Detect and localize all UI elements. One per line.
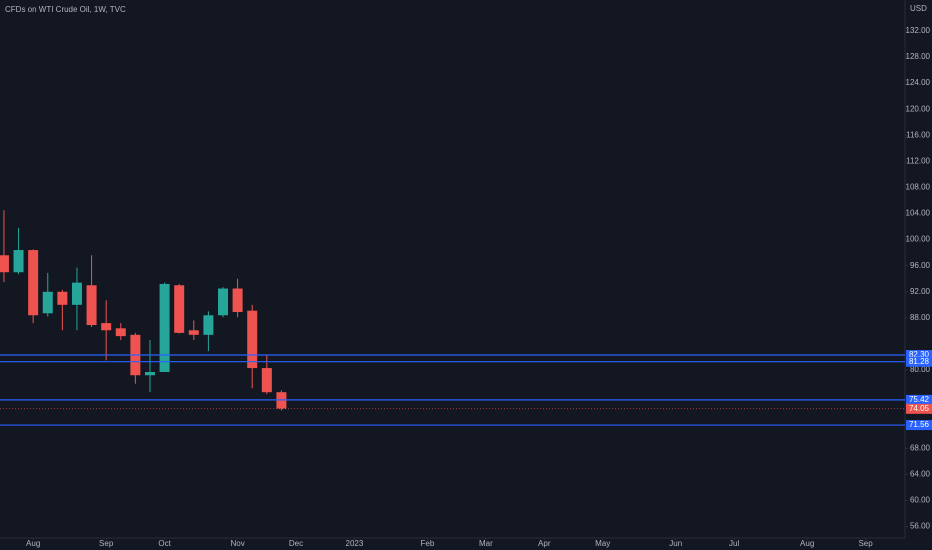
candle-body [188,330,199,335]
candle-body [13,250,24,273]
x-tick-label: Apr [538,539,551,548]
level-label-bg [906,356,932,367]
x-tick-label: Mar [479,539,493,548]
candle-body [0,255,9,273]
x-tick-label: Sep [858,539,873,548]
x-tick-label: May [595,539,610,548]
candle-body [174,285,185,333]
x-tick-label: Jul [729,539,739,548]
level-label: 71.56 [909,420,930,429]
candle-body [71,282,82,305]
y-tick-label: 96.00 [910,261,931,270]
level-label: 75.42 [909,395,930,404]
level-label-bg [906,420,932,431]
y-tick-label: 116.00 [906,130,930,139]
candle-body [247,310,258,369]
y-tick-label: 104.00 [906,209,931,218]
y-tick-label: 128.00 [906,52,931,61]
x-tick-label: Dec [289,539,303,548]
candle-body [144,371,155,376]
x-tick-label: Nov [230,539,244,548]
x-tick-label: Sep [99,539,114,548]
candle-body [261,368,272,393]
candle-body [86,285,97,326]
y-tick-label: 68.00 [910,443,931,452]
candle-body [159,283,170,372]
level-label: 81.28 [909,357,930,366]
candle-body [203,315,214,335]
level-label: 82.30 [909,350,930,359]
x-tick-label: Aug [26,539,40,548]
y-tick-label: 60.00 [910,496,931,505]
y-tick-label: 64.00 [910,469,931,478]
y-tick-label: 100.00 [906,235,931,244]
currency-label: USD [910,4,927,13]
candle-body [42,291,53,314]
y-tick-label: 108.00 [906,183,931,192]
candle-body [57,291,68,305]
y-tick-label: 56.00 [910,522,931,531]
level-label-bg [906,350,932,361]
x-tick-label: Feb [421,539,435,548]
level-label-bg [906,394,932,405]
y-tick-label: 120.00 [906,104,931,113]
last-price-label: 74.05 [909,404,930,413]
candle-body [101,323,112,331]
y-tick-label: 124.00 [906,78,931,87]
y-tick-label: 92.00 [910,287,931,296]
candle-body [115,328,126,337]
candle-body [232,288,243,313]
candle-body [28,250,39,316]
last-price-bg [906,403,932,414]
y-tick-label: 132.00 [906,26,931,35]
y-tick-label: 112.00 [906,156,930,165]
y-tick-label: 88.00 [910,313,931,322]
chart-title: CFDs on WTI Crude Oil, 1W, TVC [5,5,126,14]
y-tick-label: 80.00 [910,365,931,374]
candle-body [218,288,229,316]
x-tick-label: Oct [158,539,171,548]
x-tick-label: Aug [800,539,814,548]
x-tick-label: Jun [669,539,682,548]
x-tick-label: 2023 [346,539,364,548]
